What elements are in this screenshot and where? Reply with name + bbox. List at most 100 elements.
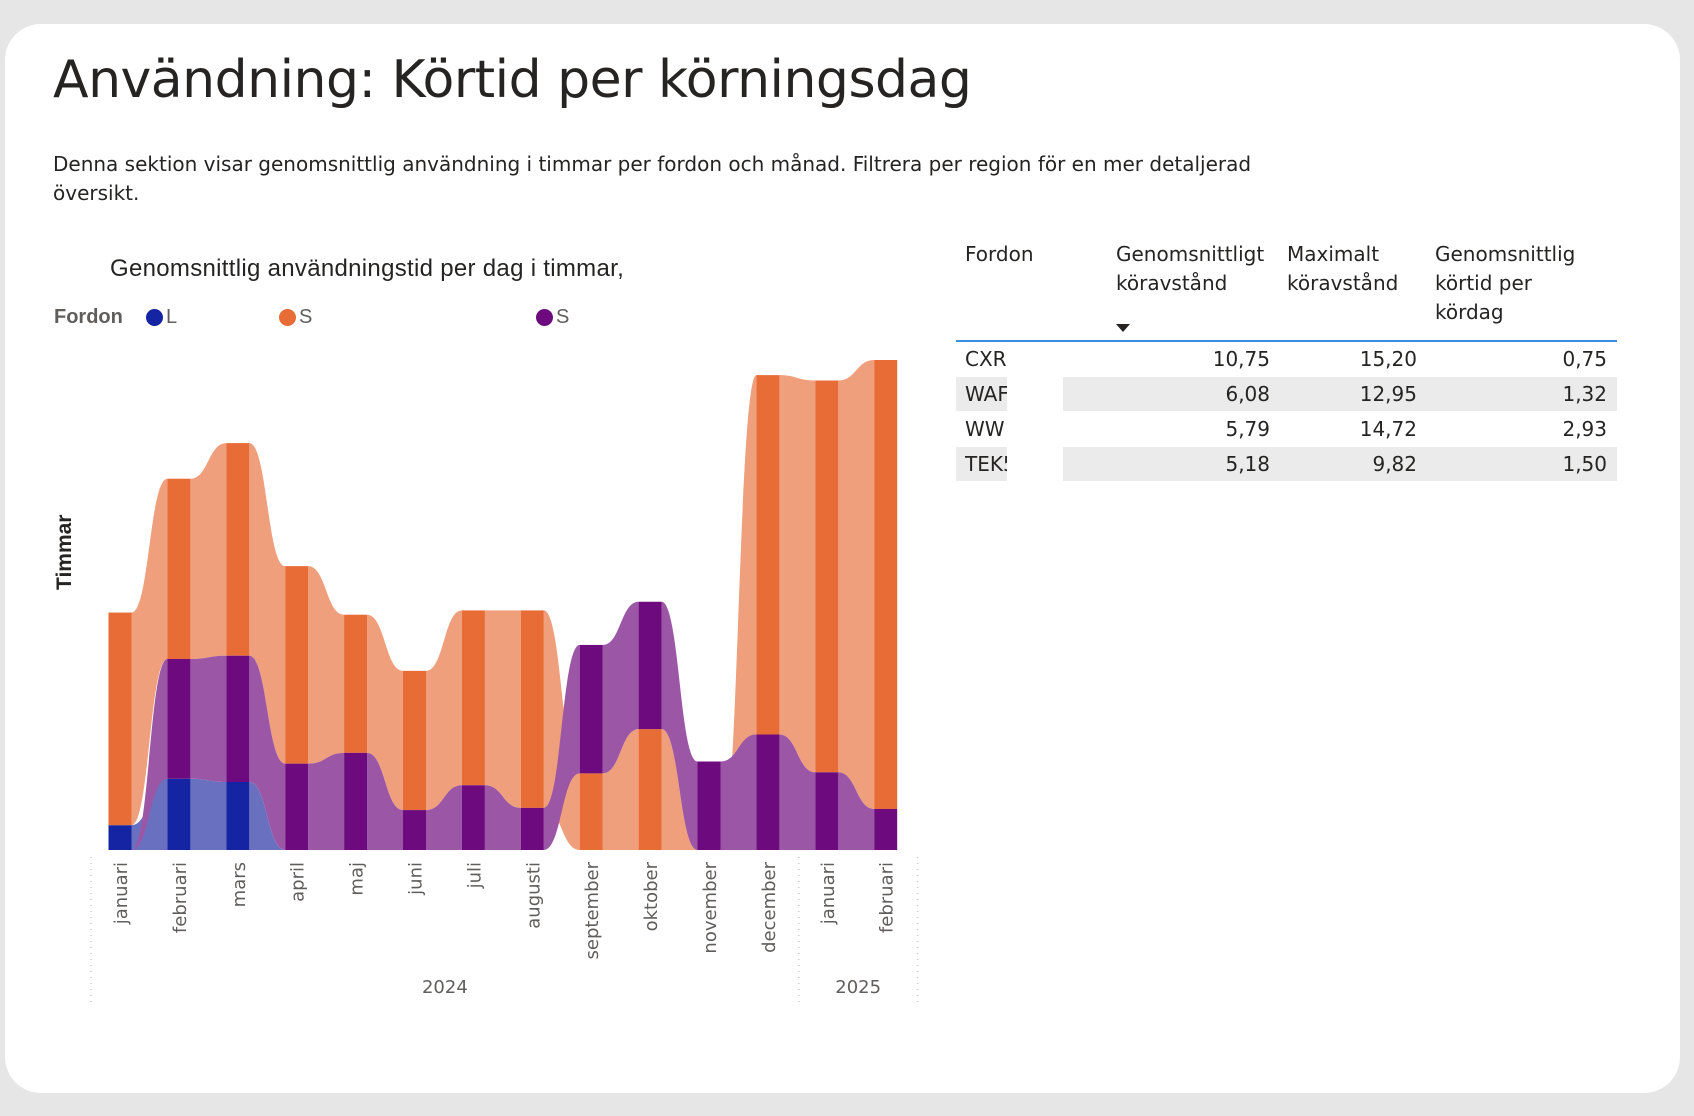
chart-legend: Fordon L S S <box>54 306 754 332</box>
cell-fordon: WW <box>965 417 1005 441</box>
bar-segment[interactable] <box>167 778 191 850</box>
legend-title: Fordon <box>54 306 123 328</box>
table-row[interactable]: WW 5,79 14,72 2,93 <box>956 412 1617 447</box>
legend-label: S <box>299 306 313 328</box>
legend-item-l[interactable]: L <box>146 306 177 329</box>
bar-segment[interactable] <box>226 443 250 656</box>
bar-segment[interactable] <box>344 614 368 753</box>
cell-value: 15,20 <box>1359 347 1417 371</box>
x-tick-label: december <box>759 861 780 953</box>
legend-item-s-orange[interactable]: S <box>279 306 312 329</box>
ribbon-s-1[interactable] <box>484 610 521 808</box>
x-tick-label: november <box>700 861 721 953</box>
header-avg-time[interactable]: Genomsnittlig körtid per kördag <box>1435 242 1576 324</box>
ribbon-s-1[interactable] <box>190 443 227 659</box>
bar-segment[interactable] <box>874 808 898 850</box>
cell-value: 14,72 <box>1359 417 1417 441</box>
table-header: Fordon Genomsnittligt köravstånd Maximal… <box>956 240 1617 342</box>
bar-segment[interactable] <box>226 655 250 783</box>
year-label: 2025 <box>835 977 881 998</box>
x-tick-label: januari <box>111 862 132 925</box>
x-tick-label: februari <box>170 862 191 933</box>
ribbon-s-1[interactable] <box>838 360 875 809</box>
ribbon-s-1[interactable] <box>602 729 639 850</box>
row-bg <box>1063 377 1617 411</box>
legend-dot-icon <box>536 309 553 326</box>
cell-value: 12,95 <box>1359 382 1417 406</box>
table-row[interactable]: CXR 10,75 15,20 0,75 <box>956 342 1617 377</box>
ribbon-s-1[interactable] <box>308 566 345 764</box>
ribbon-s-1[interactable] <box>367 614 403 811</box>
cell-value: 1,32 <box>1562 382 1607 406</box>
bar-segment[interactable] <box>697 761 721 850</box>
sort-descending-icon[interactable] <box>1116 324 1130 332</box>
year-label: 2024 <box>422 977 468 998</box>
page-description: Denna sektion visar genomsnittlig använd… <box>53 152 1252 205</box>
x-tick-label: maj <box>347 862 368 896</box>
bar-segment[interactable] <box>344 752 368 850</box>
header-fordon[interactable]: Fordon <box>965 242 1034 266</box>
bar-segment[interactable] <box>167 478 191 659</box>
ribbon-s-2[interactable] <box>661 601 698 850</box>
legend-item-s-purple[interactable]: S <box>536 306 569 329</box>
ribbon-s-2[interactable] <box>484 785 521 850</box>
x-tick-label: juni <box>406 862 427 896</box>
bar-segment[interactable] <box>108 825 132 850</box>
bar-segment[interactable] <box>285 763 309 850</box>
cell-value: 5,18 <box>1225 452 1270 476</box>
bar-segment[interactable] <box>108 612 132 826</box>
bar-segment[interactable] <box>403 670 426 811</box>
header-max-distance[interactable]: Maximalt köravstånd <box>1287 242 1399 295</box>
bar-segment[interactable] <box>167 658 191 779</box>
ribbon-s-2[interactable] <box>602 601 639 774</box>
bar-segment[interactable] <box>520 610 544 808</box>
bar-segment[interactable] <box>579 644 603 774</box>
bar-segment[interactable] <box>403 810 426 850</box>
bar-segment[interactable] <box>815 380 839 773</box>
cell-value: 1,50 <box>1562 452 1607 476</box>
bar-segment[interactable] <box>815 772 839 850</box>
bar-segment[interactable] <box>461 610 485 786</box>
header-avg-distance[interactable]: Genomsnittligt köravstånd <box>1116 242 1265 295</box>
cell-fordon: WAF <box>965 382 1007 406</box>
cell-value: 10,75 <box>1212 347 1270 371</box>
x-tick-label: oktober <box>641 861 662 931</box>
table-row[interactable]: WAF 6,08 12,95 1,32 <box>956 377 1617 412</box>
ribbon-s-2[interactable] <box>838 772 875 850</box>
bar-segment[interactable] <box>285 566 309 764</box>
bar-segment[interactable] <box>638 729 662 850</box>
x-tick-label: mars <box>229 862 250 907</box>
bar-segment[interactable] <box>461 785 485 850</box>
cell-value: 6,08 <box>1225 382 1270 406</box>
ribbon-s-2[interactable] <box>543 644 580 850</box>
bar-segment[interactable] <box>638 601 662 730</box>
ribbon-s-2[interactable] <box>367 752 403 850</box>
ribbon-s-1[interactable] <box>779 375 816 773</box>
x-tick-label: september <box>582 861 603 959</box>
cell-fordon: CXR <box>965 347 1007 371</box>
bar-segment[interactable] <box>226 782 250 850</box>
ribbon-s-2[interactable] <box>720 734 757 850</box>
bar-segment[interactable] <box>520 807 544 850</box>
row-bg <box>1063 447 1617 481</box>
ribbon-s-2[interactable] <box>426 785 462 850</box>
ribbon-s-1[interactable] <box>720 375 757 850</box>
ribbon-s-2[interactable] <box>190 655 227 783</box>
bar-segment[interactable] <box>756 734 780 850</box>
ribbon-s-1[interactable] <box>249 443 286 764</box>
ribbon-s-2[interactable] <box>779 734 816 850</box>
chart-title: Genomsnittlig användningstid per dag i t… <box>110 255 625 282</box>
ribbon-s-2[interactable] <box>131 658 168 850</box>
cell-value: 9,82 <box>1372 452 1417 476</box>
ribbon-s-2[interactable] <box>308 752 345 850</box>
bar-segment[interactable] <box>756 375 780 735</box>
bar-segment[interactable] <box>874 360 898 809</box>
ribbon-s-2[interactable] <box>249 655 286 850</box>
ribbon-s-1[interactable] <box>131 478 168 826</box>
ribbon-l-0[interactable] <box>190 778 227 850</box>
bar-segment[interactable] <box>579 773 603 850</box>
ribbon-s-1[interactable] <box>426 610 462 811</box>
